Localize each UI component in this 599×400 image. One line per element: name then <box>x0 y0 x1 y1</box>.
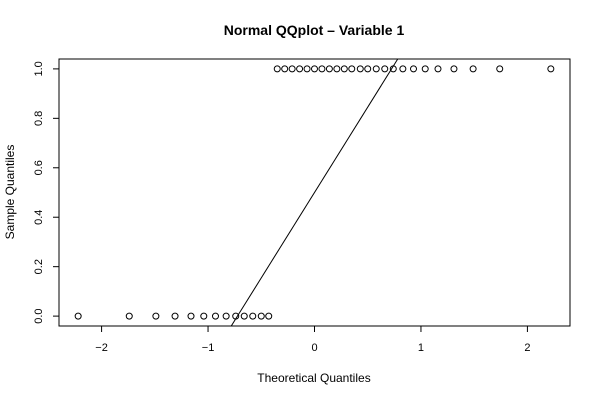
qq-reference-line <box>230 58 399 327</box>
y-tick-label: 0.8 <box>33 111 45 126</box>
data-point <box>273 65 281 73</box>
x-tick-label: −2 <box>95 342 108 354</box>
x-axis-label: Theoretical Quantiles <box>257 371 370 385</box>
data-point <box>450 65 458 73</box>
x-tick-label: 1 <box>418 342 424 354</box>
y-tick-label: 0.2 <box>33 259 45 274</box>
data-point <box>222 312 230 320</box>
data-point <box>399 65 407 73</box>
data-point <box>281 65 289 73</box>
x-tick-label: 2 <box>524 342 530 354</box>
data-point <box>265 312 273 320</box>
y-tick-label: 0.6 <box>33 160 45 175</box>
data-point <box>249 312 257 320</box>
data-point <box>288 65 296 73</box>
data-point <box>200 312 208 320</box>
data-point <box>232 312 240 320</box>
data-point <box>496 65 504 73</box>
y-tick-label: 0.4 <box>33 210 45 225</box>
x-tick-label: 0 <box>311 342 317 354</box>
data-point <box>318 65 326 73</box>
data-point <box>333 65 341 73</box>
y-axis-label: Sample Quantiles <box>3 145 17 240</box>
x-axis: −2 −1 0 1 2 <box>95 326 530 354</box>
data-point <box>421 65 429 73</box>
data-point <box>240 312 248 320</box>
y-axis: 0.0 0.2 0.4 0.6 0.8 1.0 <box>33 61 59 324</box>
y-tick-label: 0.0 <box>33 308 45 323</box>
data-point <box>389 65 397 73</box>
data-point <box>469 65 477 73</box>
reference-line-group <box>230 58 399 327</box>
data-point <box>296 65 304 73</box>
data-point <box>171 312 179 320</box>
data-point <box>211 312 219 320</box>
data-point <box>340 65 348 73</box>
data-point <box>125 312 133 320</box>
data-point <box>257 312 265 320</box>
data-point <box>547 65 555 73</box>
data-point <box>303 65 311 73</box>
data-points <box>74 65 555 320</box>
data-point <box>434 65 442 73</box>
data-point <box>372 65 380 73</box>
data-point <box>74 312 82 320</box>
data-point <box>356 65 364 73</box>
data-point <box>325 65 333 73</box>
data-point <box>348 65 356 73</box>
data-point <box>364 65 372 73</box>
data-point <box>311 65 318 73</box>
data-point <box>381 65 389 73</box>
y-tick-label: 1.0 <box>33 61 45 76</box>
x-tick-label: −1 <box>202 342 215 354</box>
chart-title: Normal QQplot – Variable 1 <box>224 22 405 38</box>
data-point <box>410 65 418 73</box>
data-point <box>187 312 195 320</box>
data-point <box>152 312 160 320</box>
